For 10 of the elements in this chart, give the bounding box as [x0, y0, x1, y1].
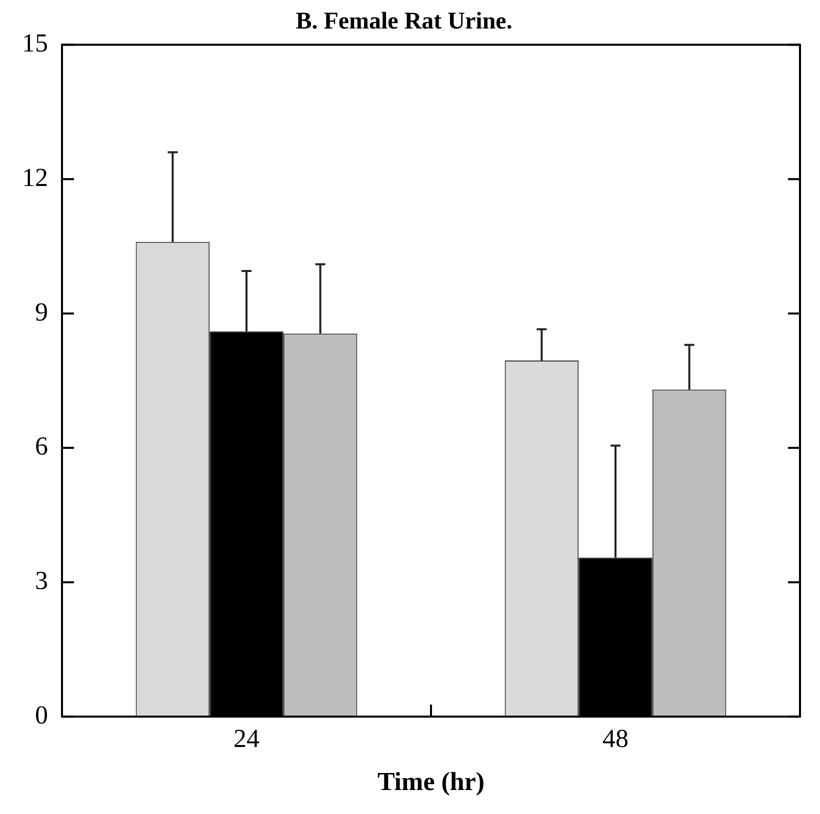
x-tick-label: 48: [602, 724, 628, 754]
x-tick-label: 24: [234, 724, 260, 754]
y-tick-label: 0: [35, 700, 48, 730]
y-tick-label: 12: [22, 162, 48, 192]
x-axis-title: Time (hr): [377, 767, 485, 796]
y-tick-label: 6: [35, 432, 48, 461]
y-tick-label: 3: [35, 566, 48, 596]
chart-title: B. Female Rat Urine.: [296, 8, 512, 35]
y-tick-label: 9: [35, 297, 48, 326]
y-tick-label: 15: [22, 28, 48, 58]
